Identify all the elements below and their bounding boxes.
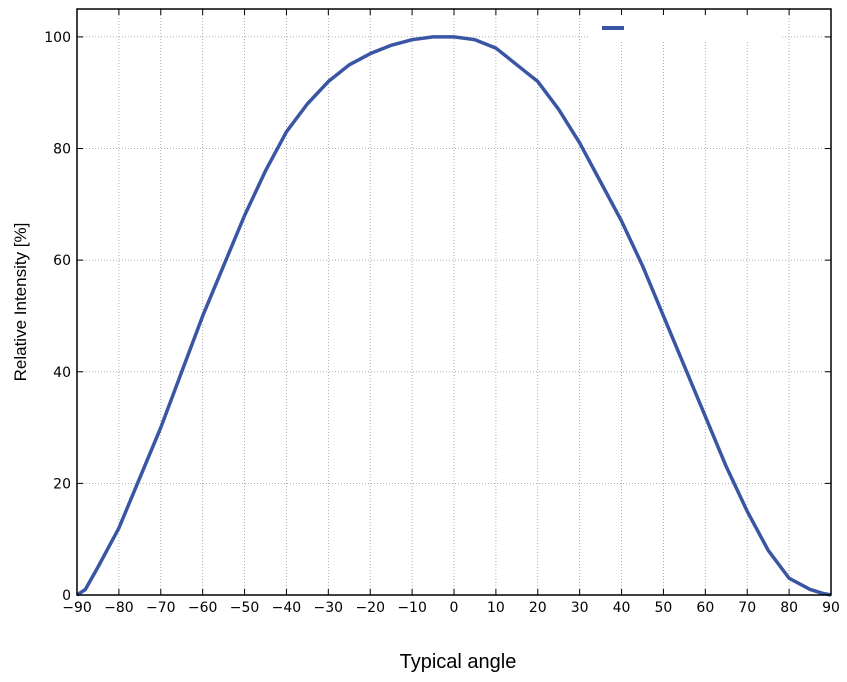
x-tick-label: −30	[314, 600, 344, 616]
x-tick-label: 90	[822, 600, 840, 616]
x-tick-label: 10	[487, 600, 505, 616]
x-axis-label: Typical angle	[400, 651, 517, 673]
x-tick-label: −10	[397, 600, 427, 616]
y-tick-label: 60	[53, 253, 71, 269]
x-tick-label: 40	[613, 600, 631, 616]
x-tick-label: 60	[696, 600, 714, 616]
x-tick-label: −90	[62, 600, 92, 616]
y-tick-label: 100	[44, 30, 71, 46]
y-tick-label: 20	[53, 476, 71, 492]
x-tick-label: 0	[450, 600, 459, 616]
y-tick-label: 0	[62, 588, 71, 604]
x-tick-label: −40	[272, 600, 302, 616]
intensity-curve	[76, 35, 832, 597]
x-tick-label: −60	[188, 600, 218, 616]
x-tick-label: 80	[780, 600, 798, 616]
tick-labels: 0 20 40 60 80 100 −90 −80 −70 −60 −50 −40 −30 −20 −10 0…	[44, 30, 840, 616]
x-tick-label: −50	[230, 600, 260, 616]
axis-ticks	[76, 9, 832, 596]
x-tick-label: −70	[146, 600, 176, 616]
x-tick-label: −20	[355, 600, 385, 616]
x-tick-label: 30	[571, 600, 589, 616]
x-tick-label: 70	[738, 600, 756, 616]
y-axis-label: Relative Intensity [%]	[11, 223, 30, 382]
x-tick-label: −80	[104, 600, 134, 616]
x-tick-label: 20	[529, 600, 547, 616]
grid-lines	[76, 9, 832, 596]
y-tick-label: 40	[53, 365, 71, 381]
x-tick-label: 50	[655, 600, 673, 616]
y-tick-label: 80	[53, 142, 71, 158]
